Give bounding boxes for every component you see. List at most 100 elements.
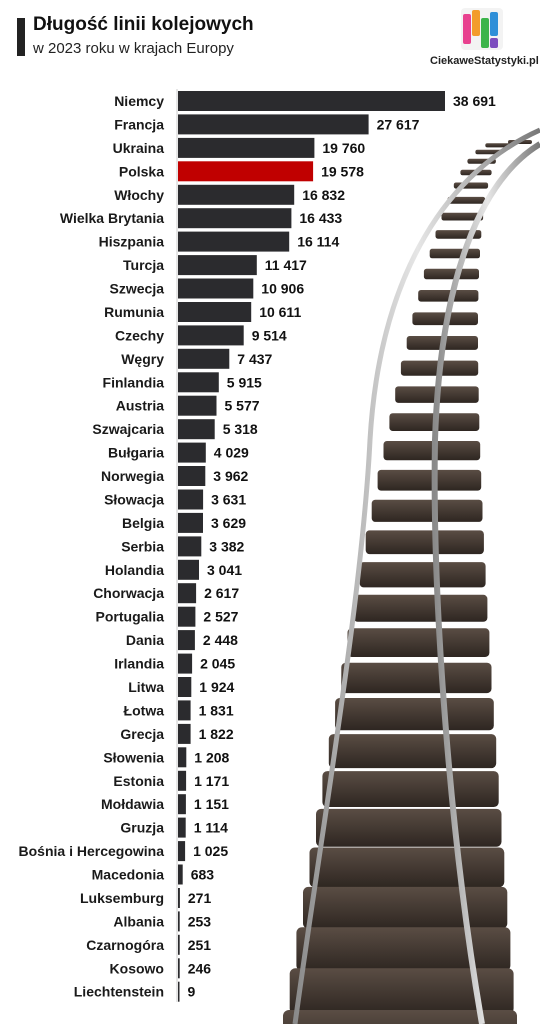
value-label: 271 [188,890,212,906]
category-label: Bośnia i Hercegowina [19,843,165,859]
logo-stripe-purple [490,38,498,48]
category-label: Belgia [122,515,164,531]
bar [178,606,196,627]
category-label: Szwecja [110,281,165,297]
category-label: Turcja [123,257,164,273]
category-label: Włochy [114,187,164,203]
category-label: Portugalia [96,609,165,625]
value-label: 1 114 [194,820,228,836]
category-label: Francja [114,116,164,132]
chart-title: Długość linii kolejowych [33,14,254,35]
value-label: 3 629 [211,515,246,531]
logo-text: CiekaweStatystyki.pl [430,55,539,67]
bar [178,442,206,463]
value-label: 16 832 [302,187,345,203]
value-label: 19 578 [321,163,364,179]
value-label: 16 114 [297,234,339,250]
track-tie [283,1010,517,1024]
track-tie [359,562,486,588]
bar [178,302,252,322]
value-label: 16 433 [299,210,342,226]
bar [178,723,191,744]
bar [178,630,195,651]
track-tie [371,499,483,522]
bar [178,512,203,533]
bar [178,911,180,932]
logo-icon [461,8,503,50]
bar [178,91,445,111]
category-label: Chorwacja [93,585,164,601]
bar [178,653,193,674]
bar [178,395,217,416]
value-label: 4 029 [214,445,249,461]
category-label: Bułgaria [108,445,164,461]
bar [178,466,206,486]
track-tie [296,927,511,971]
bar [178,700,191,721]
category-label: Irlandia [114,656,164,672]
title-accent-bar [17,18,25,56]
bar [178,348,230,369]
value-label: 5 577 [225,398,260,414]
value-label: 9 [188,984,196,1000]
category-label: Macedonia [92,867,165,883]
bar [178,864,183,885]
bar [178,794,186,815]
track-tie [418,290,479,302]
bar [178,184,295,205]
value-label: 1 924 [199,679,234,695]
category-label: Łotwa [124,702,165,718]
bar [178,770,187,791]
logo-stripe-pink [463,14,471,44]
bar [178,278,254,299]
site-logo: CiekaweStatystyki.pl [430,6,539,72]
bar-highlighted [178,161,314,182]
category-label: Polska [119,163,164,179]
value-label: 10 906 [261,281,304,297]
value-label: 3 962 [213,468,248,484]
value-label: 253 [188,913,212,929]
track-tie [303,886,508,929]
value-label: 1 171 [194,773,229,789]
track-tie [353,594,488,622]
value-label: 9 514 [252,327,287,343]
category-label: Estonia [113,773,164,789]
left-rail [292,127,540,1024]
value-label: 3 631 [211,492,246,508]
bar [178,677,192,697]
value-label: 5 318 [223,421,258,437]
track-tie [328,734,497,769]
value-label: 1 822 [199,726,234,742]
category-label: Czechy [115,327,164,343]
category-label: Dania [126,632,164,648]
value-label: 2 617 [204,585,239,601]
track-tie [441,212,484,221]
category-label: Litwa [128,679,164,695]
track-tie [365,530,484,555]
value-label: 1 025 [193,843,228,859]
value-label: 2 527 [203,609,238,625]
bar [178,888,180,908]
bar [178,255,257,276]
value-label: 1 831 [199,702,234,718]
category-label: Szwajcaria [92,421,164,437]
track-tie [423,268,479,280]
value-label: 683 [191,867,215,883]
category-label: Rumunia [104,304,164,320]
value-label: 1 208 [194,749,229,765]
category-label: Finlandia [103,374,165,390]
value-label: 1 151 [194,796,229,812]
value-label: 5 915 [227,374,262,390]
value-label: 7 437 [237,351,272,367]
category-label: Słowacja [104,492,164,508]
bar [178,137,315,158]
value-label: 10 611 [259,304,301,320]
category-label: Holandia [105,562,164,578]
category-label: Austria [116,398,164,414]
bar [178,981,180,1002]
bar [178,934,180,955]
track-tie [341,662,492,694]
value-label: 3 041 [207,562,242,578]
bars-group: Niemcy 38 691 Francja 27 617 Ukraina 19 760 Po… [19,91,496,1002]
